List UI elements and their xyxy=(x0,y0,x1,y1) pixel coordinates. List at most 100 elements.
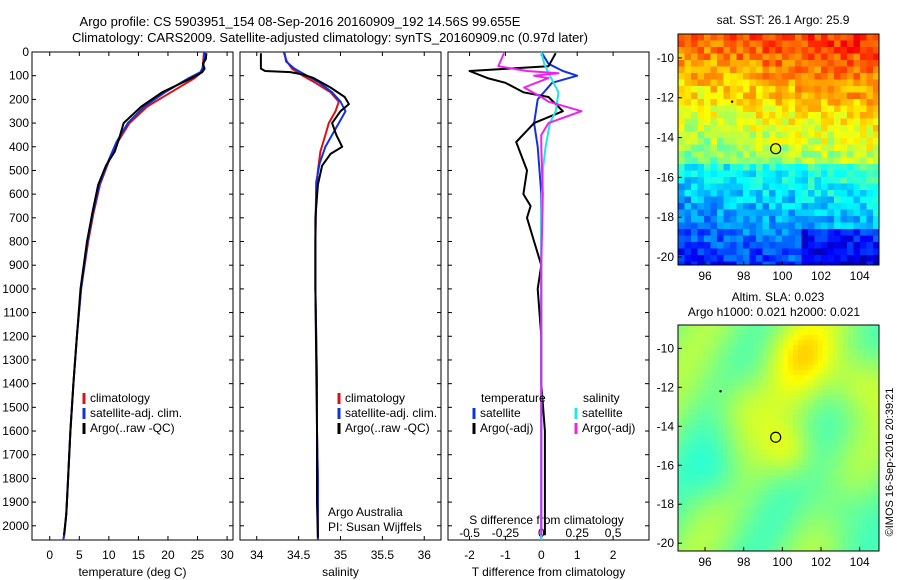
map-cell xyxy=(778,495,784,501)
map-cell xyxy=(782,112,789,119)
map-cell xyxy=(783,465,789,471)
map-cell xyxy=(736,34,744,41)
map-cell xyxy=(708,425,714,431)
map-cell xyxy=(691,118,698,126)
map-cell xyxy=(827,53,835,61)
map-cell xyxy=(853,525,859,531)
map-cell xyxy=(738,340,744,346)
map-cell xyxy=(697,261,705,266)
map-cell xyxy=(853,229,861,236)
map-cell xyxy=(813,430,819,436)
map-cell xyxy=(821,79,828,87)
map-cell xyxy=(827,157,835,165)
map-cell xyxy=(769,105,776,113)
map-cell xyxy=(778,400,784,406)
map-cell xyxy=(866,47,874,54)
map-cell xyxy=(691,34,698,41)
map-cell xyxy=(743,540,749,546)
map-cell xyxy=(801,196,809,204)
map-cell xyxy=(823,410,829,416)
map-cell xyxy=(688,395,694,401)
map-cell xyxy=(821,131,828,139)
map-cell xyxy=(866,138,874,145)
map-cell xyxy=(723,385,729,391)
map-cell xyxy=(723,400,729,406)
map-cell xyxy=(868,525,874,531)
legend-title: temperature xyxy=(481,391,546,405)
map-cell xyxy=(873,420,879,426)
map-cell xyxy=(823,530,829,536)
map-cell xyxy=(793,370,799,376)
map-cell xyxy=(873,460,879,466)
map-cell xyxy=(873,53,880,61)
map-cell xyxy=(691,183,698,191)
map-cell xyxy=(678,445,684,451)
map-cell xyxy=(788,345,794,351)
map-cell xyxy=(738,475,744,481)
map-cell xyxy=(838,535,844,541)
map-cell xyxy=(795,222,802,230)
map-cell xyxy=(782,118,789,126)
map-cell xyxy=(678,118,685,126)
map-cell xyxy=(793,460,799,466)
map-cell xyxy=(733,400,739,406)
map-cell xyxy=(843,495,849,501)
map-cell xyxy=(847,125,854,132)
map-cell xyxy=(840,164,848,171)
map-cell xyxy=(733,490,739,496)
map-cell xyxy=(713,490,719,496)
map-cell xyxy=(691,222,698,230)
map-cell xyxy=(808,460,814,466)
map-cell xyxy=(708,330,714,336)
map-cell xyxy=(843,380,849,386)
map-cell xyxy=(868,480,874,486)
map-cell xyxy=(847,203,854,210)
map-cell xyxy=(860,60,867,67)
map-cell xyxy=(728,325,734,331)
map-cell xyxy=(748,505,754,511)
map-cell xyxy=(866,34,874,41)
map-cell xyxy=(756,248,763,256)
map-cell xyxy=(718,490,724,496)
map-cell xyxy=(773,355,779,361)
map-cell xyxy=(858,365,864,371)
map-cell xyxy=(868,330,874,336)
map-cell xyxy=(793,380,799,386)
map-cell xyxy=(860,261,867,266)
map-cell xyxy=(808,525,814,531)
map-cell xyxy=(814,86,822,93)
map-field-3 xyxy=(678,34,880,266)
map-cell xyxy=(688,380,694,386)
map-cell xyxy=(691,203,698,210)
map-cell xyxy=(840,209,848,217)
map-cell xyxy=(688,435,694,441)
map-cell xyxy=(723,515,729,521)
map-cell xyxy=(743,164,750,171)
map-cell xyxy=(756,144,763,152)
map-cell xyxy=(788,325,794,331)
map-cell xyxy=(818,325,824,331)
map-cell xyxy=(758,330,764,336)
map-cell xyxy=(762,86,770,93)
map-cell xyxy=(808,34,815,41)
map-cell xyxy=(756,196,763,204)
map-cell xyxy=(848,435,854,441)
map-cell xyxy=(743,99,750,106)
map-cell xyxy=(823,365,829,371)
map-cell xyxy=(808,410,814,416)
map-cell xyxy=(795,216,802,223)
map-cell xyxy=(840,151,848,158)
map-cell xyxy=(683,355,689,361)
map-cell xyxy=(827,196,835,204)
map-cell xyxy=(788,66,796,74)
map-cell xyxy=(691,235,698,243)
map-cell xyxy=(834,196,841,204)
map-cell xyxy=(813,330,819,336)
map-cell xyxy=(808,118,815,126)
map-cell xyxy=(848,370,854,376)
map-cell xyxy=(753,380,759,386)
map-cell xyxy=(863,340,869,346)
map-cell xyxy=(783,475,789,481)
map-cell xyxy=(748,340,754,346)
